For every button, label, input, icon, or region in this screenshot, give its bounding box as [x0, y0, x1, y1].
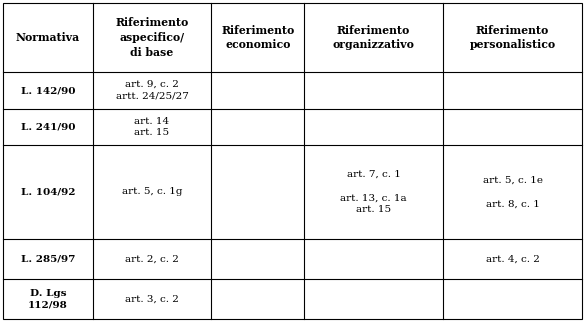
Text: art. 3, c. 2: art. 3, c. 2	[125, 295, 179, 304]
Text: art. 5, c. 1e

art. 8, c. 1: art. 5, c. 1e art. 8, c. 1	[483, 175, 542, 208]
Text: art. 14
art. 15: art. 14 art. 15	[135, 117, 170, 137]
Text: L. 104/92: L. 104/92	[20, 187, 75, 196]
Text: L. 241/90: L. 241/90	[20, 122, 75, 131]
Text: Riferimento
aspecifico/
di base: Riferimento aspecifico/ di base	[115, 17, 189, 58]
Text: Riferimento
organizzativo: Riferimento organizzativo	[333, 24, 415, 50]
Text: art. 7, c. 1

art. 13, c. 1a
art. 15: art. 7, c. 1 art. 13, c. 1a art. 15	[340, 170, 407, 214]
Text: Riferimento
personalistico: Riferimento personalistico	[470, 24, 556, 50]
Text: art. 2, c. 2: art. 2, c. 2	[125, 254, 179, 263]
Text: art. 5, c. 1g: art. 5, c. 1g	[122, 187, 183, 196]
Text: Normativa: Normativa	[16, 32, 80, 43]
Text: L. 285/97: L. 285/97	[20, 254, 75, 263]
Text: D. Lgs
112/98: D. Lgs 112/98	[28, 289, 68, 310]
Text: L. 142/90: L. 142/90	[20, 86, 75, 95]
Text: Riferimento
economico: Riferimento economico	[221, 24, 294, 50]
Text: art. 4, c. 2: art. 4, c. 2	[486, 254, 539, 263]
Text: art. 9, c. 2
artt. 24/25/27: art. 9, c. 2 artt. 24/25/27	[116, 80, 188, 101]
